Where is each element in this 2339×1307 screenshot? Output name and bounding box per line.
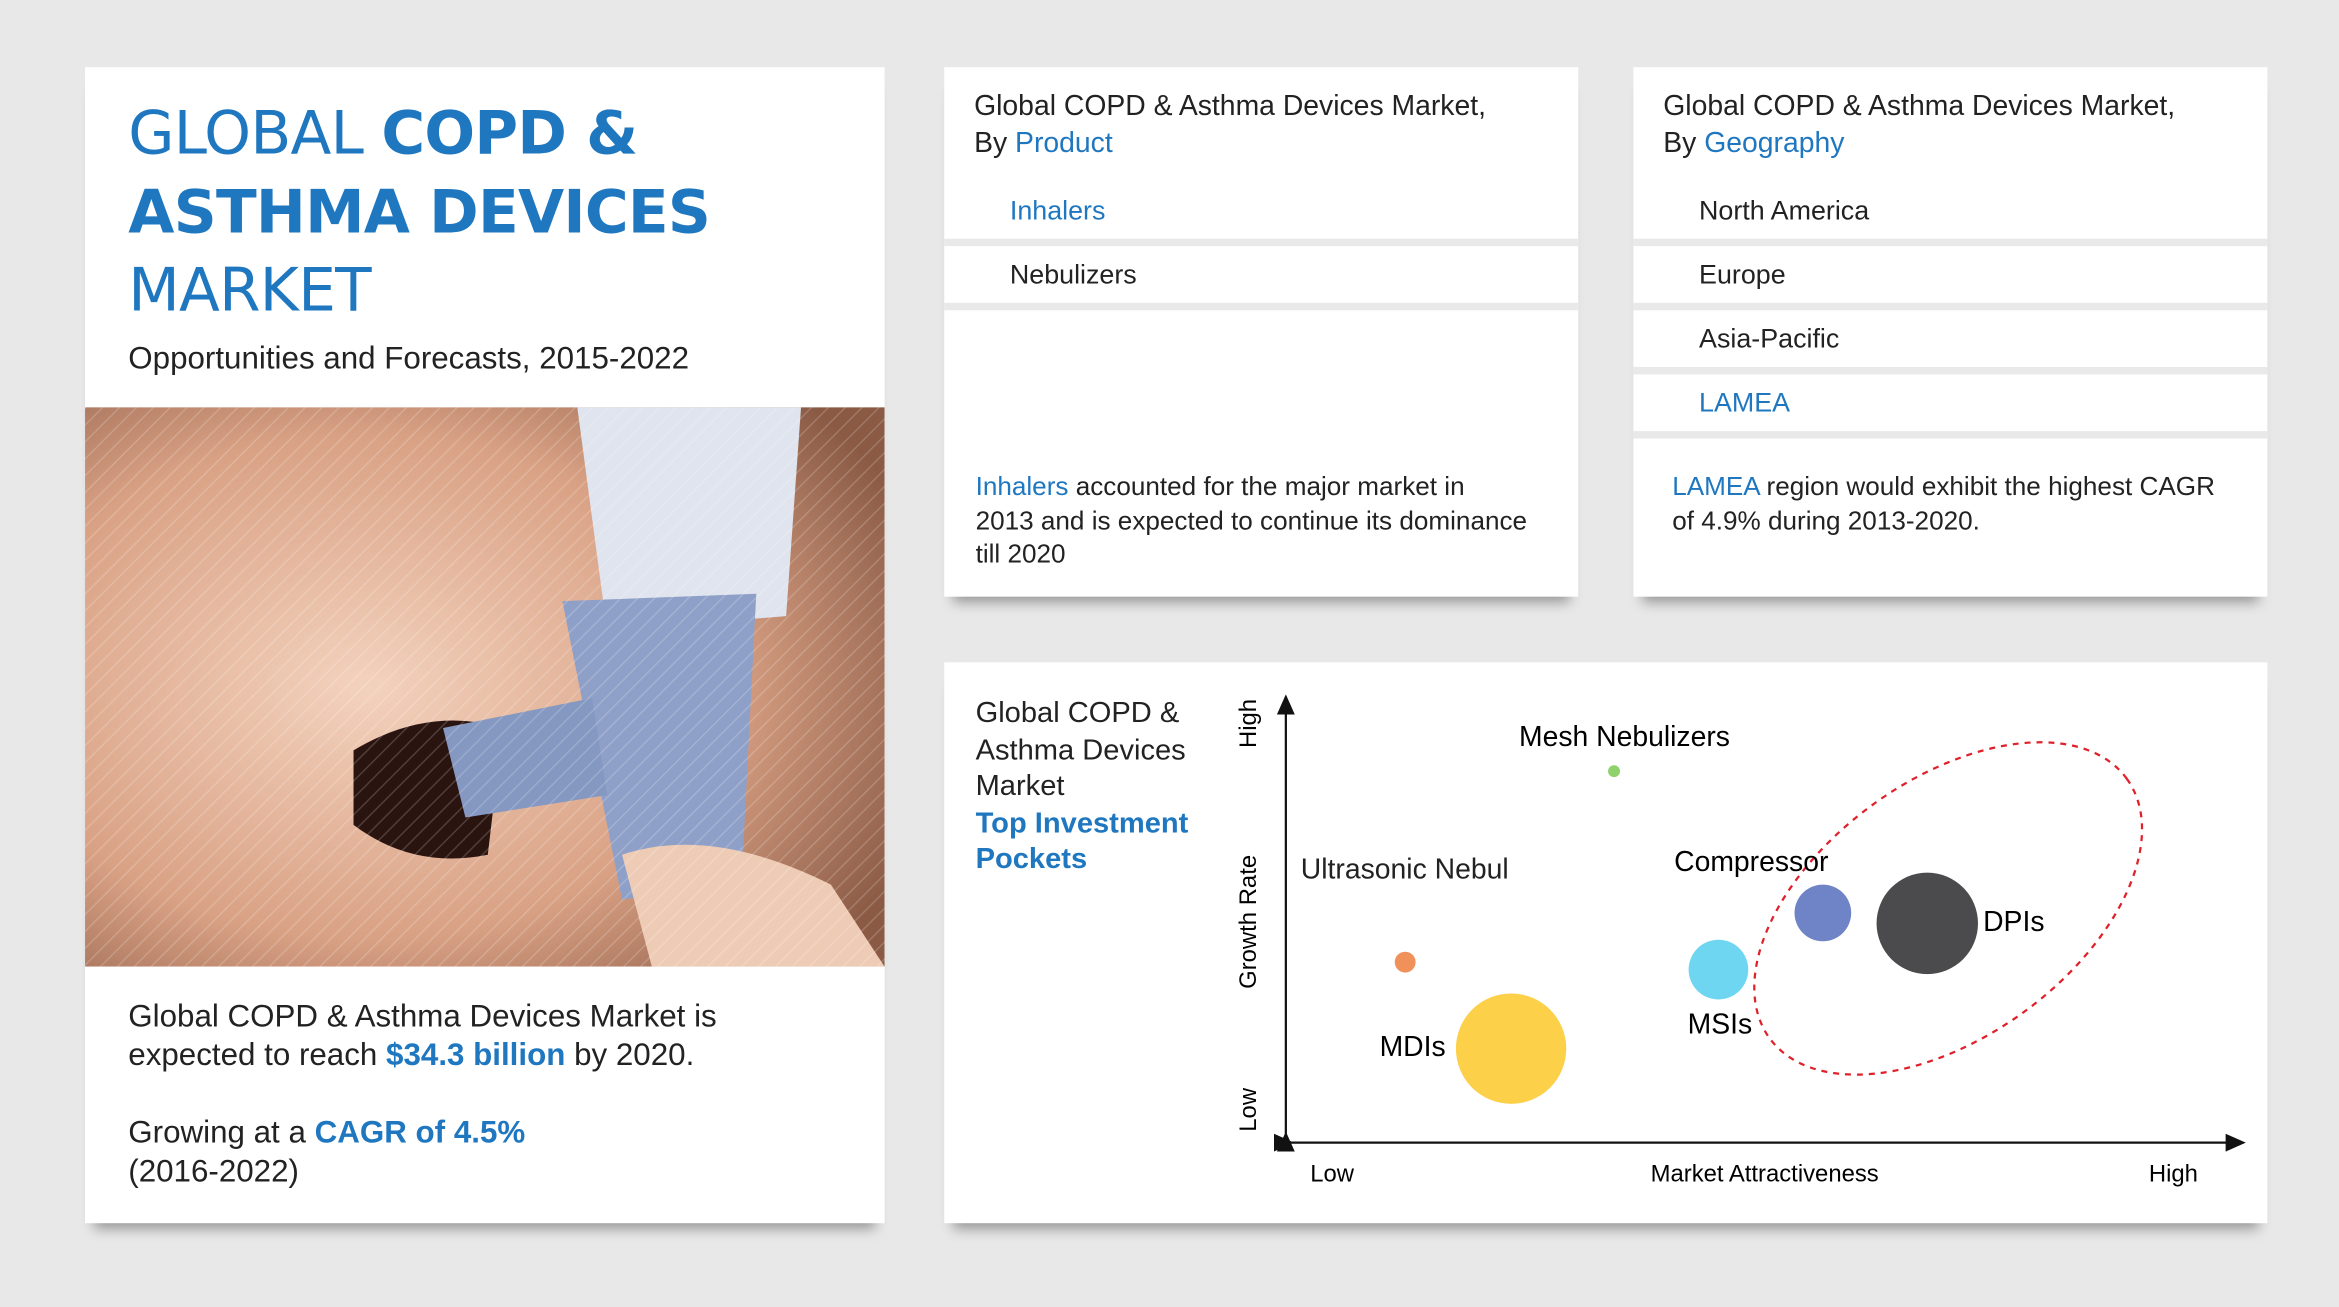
growth-text: Growing at a CAGR of 4.5% (2016-2022) <box>128 1114 525 1192</box>
text: Global COPD & Asthma Devices Market is e… <box>128 999 717 1073</box>
pockets-title: Global COPD & Asthma Devices Market Top I… <box>976 695 1230 878</box>
bubble <box>1876 872 1978 975</box>
text: (2016-2022) <box>128 1154 299 1189</box>
bubble <box>1455 993 1567 1104</box>
highlight: $34.3 billion <box>386 1038 566 1073</box>
card-note: Inhalers accounted for the major market … <box>976 470 1528 571</box>
x-axis-label: Market Attractiveness <box>1651 1160 1879 1187</box>
title-line: ASTHMA DEVICES <box>128 179 711 248</box>
title-text: COPD & <box>381 99 638 169</box>
photo <box>85 407 885 967</box>
bubble-label: MSIs <box>1688 1009 1753 1041</box>
card-note: LAMEA region would exhibit the highest C… <box>1672 470 2224 537</box>
photo-overlay <box>85 407 885 967</box>
list-item: LAMEA <box>1633 374 2268 439</box>
reach-text: Global COPD & Asthma Devices Market is e… <box>128 998 784 1076</box>
text: By <box>974 128 1008 160</box>
bubble <box>1608 765 1620 778</box>
highlight: Geography <box>1704 128 1845 160</box>
bubble-label-box: Ultrasonic Nebulizers <box>1300 854 1510 887</box>
title-text: GLOBAL <box>128 99 364 169</box>
geography-card: Global COPD & Asthma Devices Market, By G… <box>1633 67 2268 597</box>
bubble-label: MDIs <box>1380 1031 1446 1063</box>
y-axis-label: Growth Rate <box>1235 855 1262 989</box>
subtitle: Opportunities and Forecasts, 2015-2022 <box>128 341 690 376</box>
list-item: Inhalers <box>944 182 1579 247</box>
highlight: CAGR of 4.5% <box>314 1115 526 1151</box>
bubble <box>1688 939 1749 1000</box>
list-item: Nebulizers <box>944 246 1579 311</box>
text: region would exhibit the highest CAGR of… <box>1672 471 2215 535</box>
list-item: Europe <box>1633 246 2268 311</box>
overview-card: GLOBAL COPD & ASTHMA DEVICES MARKET Oppo… <box>85 67 885 1224</box>
text: By <box>1663 128 1697 160</box>
y-axis-low: Low <box>1235 1087 1262 1132</box>
y-axis-high: High <box>1235 699 1262 748</box>
text: Global COPD & Asthma Devices Market <box>975 696 1186 803</box>
pockets-card: Global COPD & Asthma Devices Market Top I… <box>944 662 2268 1224</box>
highlight-ellipse <box>1753 741 2144 1076</box>
bubble-label: DPIs <box>1983 906 2044 938</box>
bubble <box>1394 951 1416 973</box>
bubble-label: Mesh Nebulizers <box>1519 721 1730 753</box>
card-title: Global COPD & Asthma Devices Market, By G… <box>1663 88 2175 163</box>
list-item: North America <box>1633 182 2268 247</box>
text: accounted for the major market in 2013 a… <box>975 471 1528 569</box>
text: Global COPD & Asthma Devices Market, <box>1663 90 2176 123</box>
text: Global COPD & Asthma Devices Market, <box>974 90 1486 123</box>
highlight: Top Investment Pockets <box>975 806 1189 876</box>
highlight: LAMEA <box>1672 471 1760 502</box>
x-axis-high: High <box>2149 1160 2198 1187</box>
bubble <box>1794 884 1852 942</box>
text: by 2020. <box>574 1038 695 1073</box>
highlight: Product <box>1015 128 1113 160</box>
product-card: Global COPD & Asthma Devices Market, By P… <box>944 67 1579 597</box>
x-axis-low: Low <box>1310 1160 1355 1187</box>
title-line: MARKET <box>128 256 371 326</box>
list-item: Asia-Pacific <box>1633 310 2268 375</box>
card-title: Global COPD & Asthma Devices Market, By P… <box>974 88 1486 163</box>
bubble-label: Compressor <box>1674 846 1828 878</box>
bubble-label: Ultrasonic Nebulizers <box>1300 854 1510 887</box>
title-line: GLOBAL COPD & <box>128 99 638 169</box>
highlight: Inhalers <box>975 471 1069 502</box>
text: Growing at a <box>128 1115 306 1151</box>
